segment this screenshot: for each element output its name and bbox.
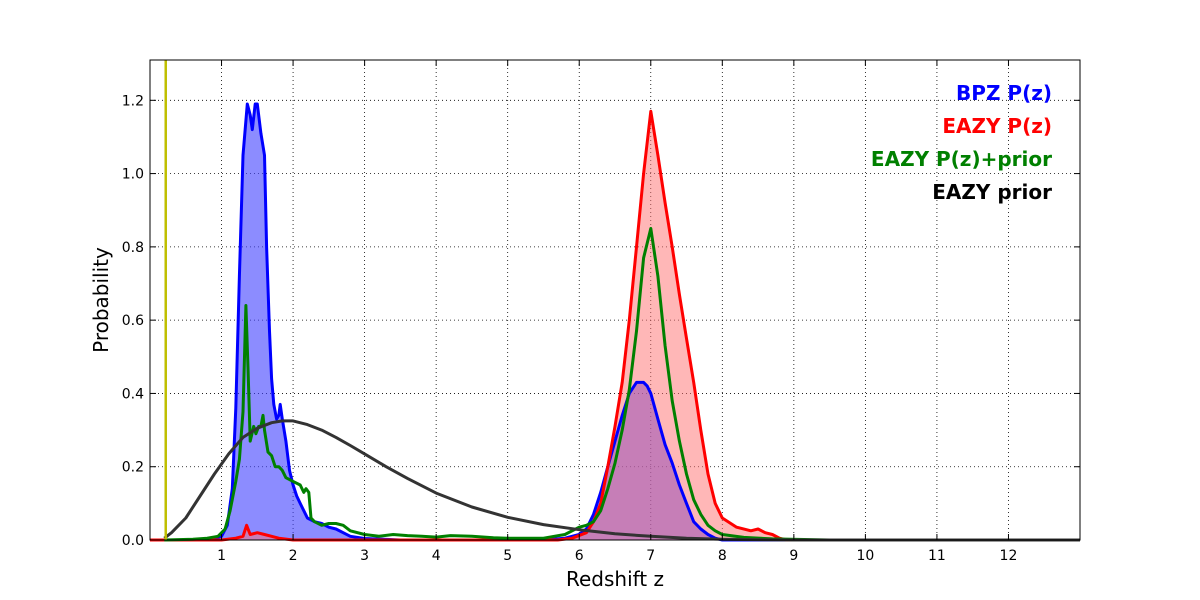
legend: BPZ P(z) EAZY P(z) EAZY P(z)+prior EAZY pri… — [871, 81, 1052, 204]
y-tick-label-3: 0.6 — [122, 313, 144, 329]
x-tick-label-1: 2 — [289, 548, 298, 564]
y-tick-label-2: 0.4 — [122, 386, 144, 402]
eazy-p-z-line — [150, 109, 1080, 542]
plot-frame — [149, 59, 1081, 541]
y-tick-label-5: 1.0 — [122, 167, 144, 183]
axis-ticks: 1 2 3 4 5 6 7 8 9 10 11 120.00.20.40.60.81.01.2 — [122, 60, 1080, 564]
legend-entry-eazy-prior: EAZY prior — [932, 180, 1052, 204]
x-tick-label-11: 12 — [1000, 548, 1018, 564]
eazy-p-z-fill — [150, 111, 1080, 541]
x-tick-label-3: 4 — [432, 548, 441, 564]
y-tick-label-4: 0.8 — [122, 240, 144, 256]
y-tick-label-0: 0.0 — [122, 533, 144, 549]
x-tick-label-8: 9 — [789, 548, 798, 564]
x-axis-label: Redshift z — [566, 567, 664, 591]
x-tick-label-7: 8 — [718, 548, 727, 564]
bpz-p-z-line — [150, 102, 1080, 542]
eazy-prior-line — [163, 419, 1080, 542]
x-tick-label-2: 3 — [360, 548, 369, 564]
x-tick-label-5: 6 — [575, 548, 584, 564]
y-tick-label-1: 0.2 — [122, 460, 144, 476]
x-tick-label-4: 5 — [503, 548, 512, 564]
y-axis-label: Probability — [89, 247, 113, 353]
area-fills — [150, 104, 1080, 541]
legend-entry-eazy-p-z: EAZY P(z) — [942, 114, 1052, 138]
x-tick-label-10: 11 — [928, 548, 946, 564]
y-tick-label-6: 1.2 — [122, 93, 144, 109]
x-tick-label-0: 1 — [217, 548, 226, 564]
x-tick-label-9: 10 — [856, 548, 874, 564]
legend-entry-bpz-p-z: BPZ P(z) — [956, 81, 1052, 105]
legend-entry-eazy-p-z-prior: EAZY P(z)+prior — [871, 147, 1052, 171]
x-tick-label-6: 7 — [646, 548, 655, 564]
